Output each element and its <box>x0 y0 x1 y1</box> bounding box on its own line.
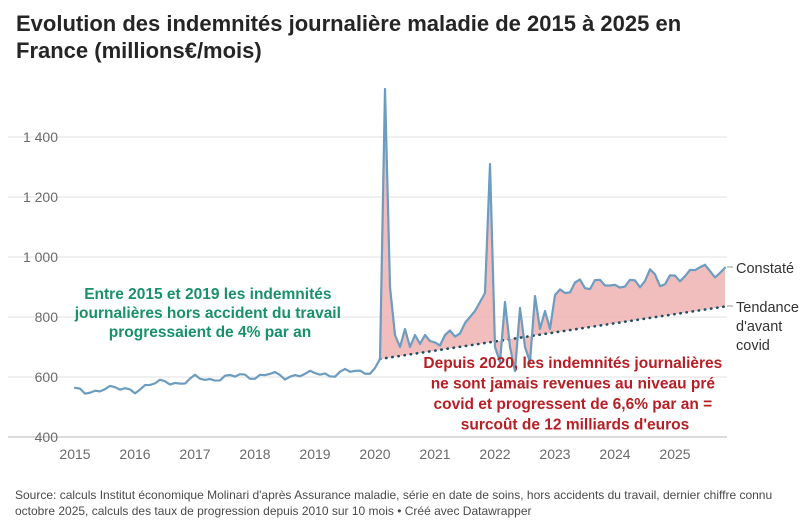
svg-text:2018: 2018 <box>239 446 270 462</box>
svg-text:2025: 2025 <box>659 446 690 462</box>
svg-text:2021: 2021 <box>419 446 450 462</box>
svg-text:1 000: 1 000 <box>23 249 58 265</box>
svg-text:Depuis 2020, les indemnités jo: Depuis 2020, les indemnités journalières… <box>423 355 726 434</box>
svg-text:800: 800 <box>35 309 59 325</box>
svg-text:Constaté: Constaté <box>736 261 794 277</box>
svg-text:2024: 2024 <box>599 446 630 462</box>
svg-text:Tendance d'avant c: Tendance d'avant covid <box>736 300 800 354</box>
svg-text:1 400: 1 400 <box>23 129 58 145</box>
svg-text:2022: 2022 <box>479 446 510 462</box>
svg-text:400: 400 <box>35 429 59 445</box>
svg-text:2020: 2020 <box>359 446 390 462</box>
svg-text:1 200: 1 200 <box>23 189 58 205</box>
svg-text:Entre 2015 et 2019 les indemni: Entre 2015 et 2019 les indemnités journa… <box>74 286 345 341</box>
svg-text:2017: 2017 <box>179 446 210 462</box>
svg-text:2016: 2016 <box>119 446 150 462</box>
svg-text:600: 600 <box>35 369 59 385</box>
svg-text:2019: 2019 <box>299 446 330 462</box>
svg-text:2015: 2015 <box>59 446 90 462</box>
svg-text:2023: 2023 <box>539 446 570 462</box>
